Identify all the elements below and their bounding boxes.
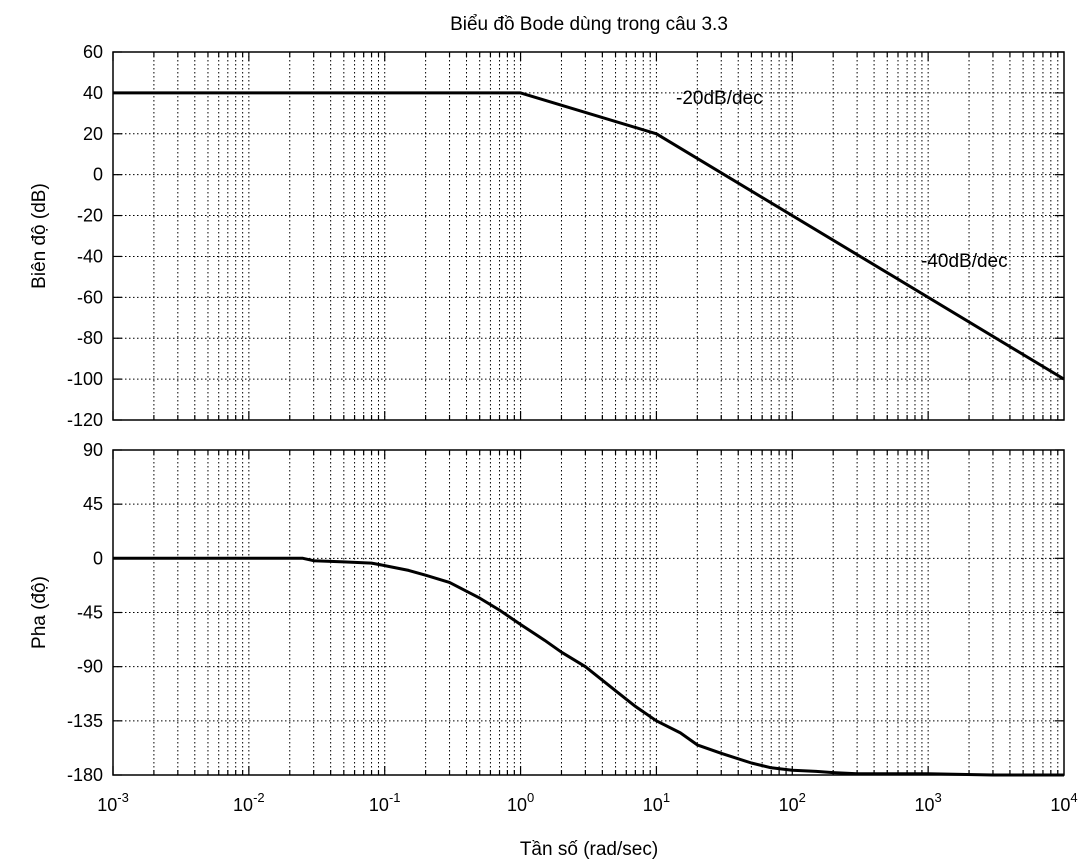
phase-tick-marks: [112, 449, 1064, 776]
y-tick-label: -180: [67, 765, 103, 785]
magnitude-axes-frame: [112, 51, 1065, 421]
y-tick-label: 20: [83, 124, 103, 144]
x-tick-label: 101: [643, 790, 670, 815]
slope-annotation-20db: -20dB/dec: [676, 88, 763, 109]
x-tick-label: 103: [915, 790, 942, 815]
y-tick-label: -100: [67, 369, 103, 389]
slope-annotation-40db: -40dB/dec: [921, 251, 1008, 272]
y-tick-label: 60: [83, 42, 103, 62]
y-tick-label: -60: [77, 287, 103, 307]
y-tick-label: 90: [83, 440, 103, 460]
x-tick-label: 100: [507, 790, 534, 815]
phase-y-axis-label: Pha (độ): [29, 576, 50, 649]
y-tick-label: 0: [93, 165, 103, 185]
x-tick-label: 10-1: [369, 790, 401, 815]
frequency-x-axis-label: Tần số (rad/sec): [520, 839, 658, 860]
phase-grid: [113, 450, 1064, 775]
phase-y-tick-labels: 90 45 0 -45 -90 -135 -180: [67, 440, 103, 785]
y-tick-label: 0: [93, 548, 103, 568]
y-tick-label: 40: [83, 83, 103, 103]
y-tick-label: -40: [77, 246, 103, 266]
y-tick-label: 45: [83, 494, 103, 514]
x-tick-label: 104: [1050, 790, 1077, 815]
y-tick-label: -20: [77, 206, 103, 226]
y-tick-label: -90: [77, 657, 103, 677]
x-tick-label: 10-3: [97, 790, 129, 815]
magnitude-y-axis-label: Biên độ (dB): [29, 183, 50, 289]
magnitude-y-tick-labels: 60 40 20 0 -20 -40 -60 -80 -100 -120: [67, 42, 103, 430]
chart-title: Biểu đồ Bode dùng trong câu 3.3: [450, 14, 728, 35]
x-tick-label: 10-2: [233, 790, 265, 815]
frequency-x-tick-labels: 10-3 10-2 10-1 100 101 102 103 104: [97, 790, 1077, 815]
x-tick-label: 102: [779, 790, 806, 815]
y-tick-label: -135: [67, 711, 103, 731]
y-tick-label: -45: [77, 603, 103, 623]
magnitude-tick-marks: [112, 51, 1064, 421]
y-tick-label: -80: [77, 328, 103, 348]
magnitude-grid: [113, 52, 1064, 420]
magnitude-curve: [113, 91, 1065, 381]
y-tick-label: -120: [67, 410, 103, 430]
